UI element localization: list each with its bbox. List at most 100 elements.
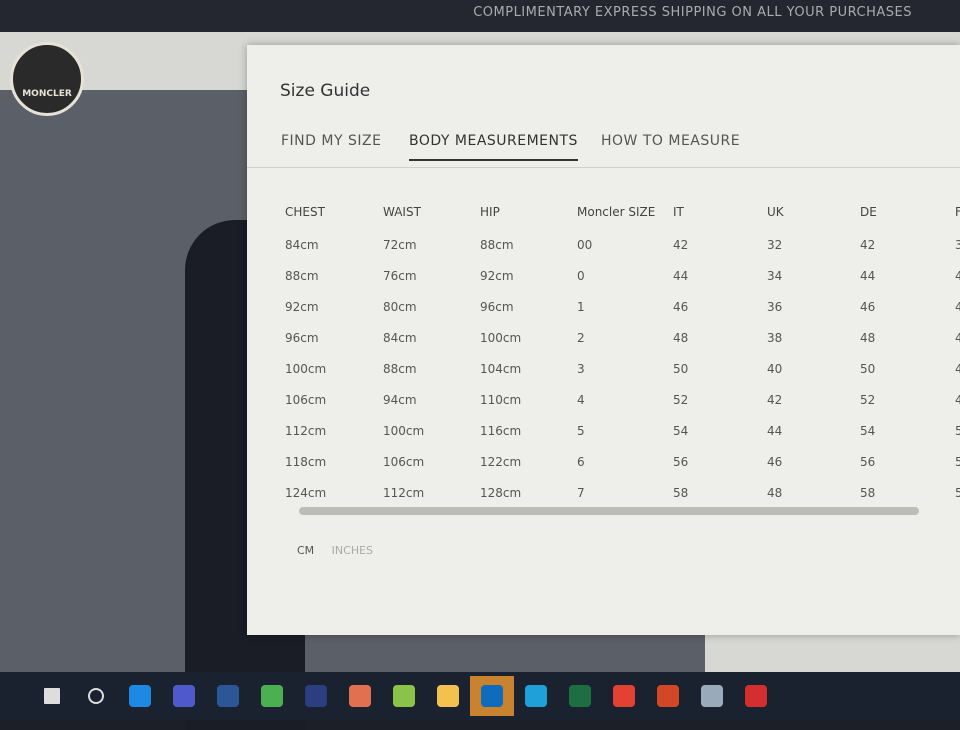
column-chest: CHEST 84cm 88cm 92cm 96cm 100cm 106cm 112cm 118c…: [285, 205, 326, 515]
column-moncler-size: Moncler SIZE 00 0 1 2 3 4 5 6 7: [577, 205, 655, 515]
table-cell: 88cm: [480, 238, 514, 252]
taskbar-snipping-tool[interactable]: [338, 676, 382, 716]
app-sails-icon: [305, 685, 327, 707]
table-cell: 100cm: [383, 424, 425, 438]
table-cell: 92cm: [480, 269, 514, 283]
table-cell: 50: [860, 362, 876, 376]
table-cell: 42: [955, 300, 960, 314]
table-cell: 32: [767, 238, 783, 252]
column-f: F 3 4 42 44 46 48 50 52 54: [955, 205, 960, 515]
powerpoint-icon: [657, 685, 679, 707]
taskbar-teams[interactable]: [162, 676, 206, 716]
table-cell: 96cm: [285, 331, 319, 345]
table-cell: 104cm: [480, 362, 522, 376]
taskbar: [0, 672, 960, 720]
taskbar-file-explorer[interactable]: [426, 676, 470, 716]
taskbar-app-sails[interactable]: [294, 676, 338, 716]
table-cell: 92cm: [285, 300, 319, 314]
table-cell: 6: [577, 455, 585, 469]
unit-cm[interactable]: CM: [297, 544, 315, 557]
table-cell: 56: [860, 455, 876, 469]
table-cell: 44: [955, 331, 960, 345]
remote-desktop-icon: [701, 685, 723, 707]
taskbar-edge[interactable]: [514, 676, 558, 716]
table-cell: 84cm: [383, 331, 417, 345]
table-cell: 4: [577, 393, 585, 407]
unit-inches[interactable]: INCHES: [331, 544, 374, 557]
table-cell: 5: [577, 424, 585, 438]
table-cell: 7: [577, 486, 585, 500]
table-horizontal-scrollbar[interactable]: [299, 507, 919, 515]
column-waist: WAIST 72cm 76cm 80cm 84cm 88cm 94cm 100cm 106cm 1…: [383, 205, 424, 515]
size-table: CHEST 84cm 88cm 92cm 96cm 100cm 106cm 112cm 118c…: [285, 205, 960, 515]
tab-find-my-size[interactable]: FIND MY SIZE: [281, 133, 382, 149]
taskbar-outlook[interactable]: [470, 676, 514, 716]
table-cell: 1: [577, 300, 585, 314]
column-header: WAIST: [383, 205, 421, 219]
column-de: DE 42 44 46 48 50 52 54 56 58: [860, 205, 877, 515]
table-cell: 116cm: [480, 424, 522, 438]
tab-body-measurements[interactable]: BODY MEASUREMENTS: [409, 133, 578, 161]
table-cell: 50: [673, 362, 689, 376]
table-cell: 48: [955, 393, 960, 407]
taskbar-teamviewer[interactable]: [118, 676, 162, 716]
greenshot-icon: [393, 685, 415, 707]
table-cell: 36: [767, 300, 783, 314]
table-cell: 48: [767, 486, 783, 500]
table-cell: 80cm: [383, 300, 417, 314]
modal-title: Size Guide: [280, 81, 371, 101]
shipping-banner: COMPLIMENTARY EXPRESS SHIPPING ON ALL YO…: [0, 0, 960, 32]
table-cell: 84cm: [285, 238, 319, 252]
table-cell: 54: [860, 424, 876, 438]
table-cell: 34: [767, 269, 783, 283]
table-cell: 42: [673, 238, 689, 252]
moncler-logo[interactable]: MONCLER: [10, 42, 84, 116]
table-cell: 72cm: [383, 238, 417, 252]
tab-how-to-measure[interactable]: HOW TO MEASURE: [601, 133, 741, 149]
taskbar-greenshot[interactable]: [382, 676, 426, 716]
taskbar-remote-desktop[interactable]: [690, 676, 734, 716]
table-cell: 50: [955, 424, 960, 438]
table-cell: 44: [767, 424, 783, 438]
taskbar-acrobat[interactable]: [734, 676, 778, 716]
table-cell: 56: [673, 455, 689, 469]
taskbar-excel[interactable]: [558, 676, 602, 716]
table-cell: 52: [955, 455, 960, 469]
table-cell: 112cm: [285, 424, 327, 438]
table-cell: 46: [955, 362, 960, 376]
taskbar-search[interactable]: [74, 676, 118, 716]
table-cell: 40: [767, 362, 783, 376]
column-header: IT: [673, 205, 684, 219]
column-uk: UK 32 34 36 38 40 42 44 46 48: [767, 205, 784, 515]
table-cell: 94cm: [383, 393, 417, 407]
table-cell: 42: [767, 393, 783, 407]
column-hip: HIP 88cm 92cm 96cm 100cm 104cm 110cm 116cm 122cm…: [480, 205, 521, 515]
table-cell: 2: [577, 331, 585, 345]
taskbar-word[interactable]: [206, 676, 250, 716]
column-header: DE: [860, 205, 877, 219]
table-cell: 3: [955, 238, 960, 252]
size-guide-modal: Size Guide FIND MY SIZE BODY MEASUREMENT…: [247, 45, 960, 635]
teams-icon: [173, 685, 195, 707]
table-cell: 46: [860, 300, 876, 314]
column-header: F: [955, 205, 960, 219]
taskbar-powerpoint[interactable]: [646, 676, 690, 716]
column-header: HIP: [480, 205, 500, 219]
table-cell: 54: [955, 486, 960, 500]
edge-icon: [525, 685, 547, 707]
table-cell: 124cm: [285, 486, 327, 500]
table-cell: 106cm: [383, 455, 425, 469]
table-cell: 88cm: [285, 269, 319, 283]
taskbar-chrome[interactable]: [602, 676, 646, 716]
table-cell: 44: [673, 269, 689, 283]
table-cell: 46: [673, 300, 689, 314]
column-header: Moncler SIZE: [577, 205, 656, 219]
snipping-tool-icon: [349, 685, 371, 707]
table-cell: 00: [577, 238, 593, 252]
acrobat-icon: [745, 685, 767, 707]
table-cell: 0: [577, 269, 585, 283]
table-cell: 58: [673, 486, 689, 500]
taskbar-windows-start[interactable]: [30, 676, 74, 716]
taskbar-app-globe[interactable]: [250, 676, 294, 716]
table-cell: 3: [577, 362, 585, 376]
